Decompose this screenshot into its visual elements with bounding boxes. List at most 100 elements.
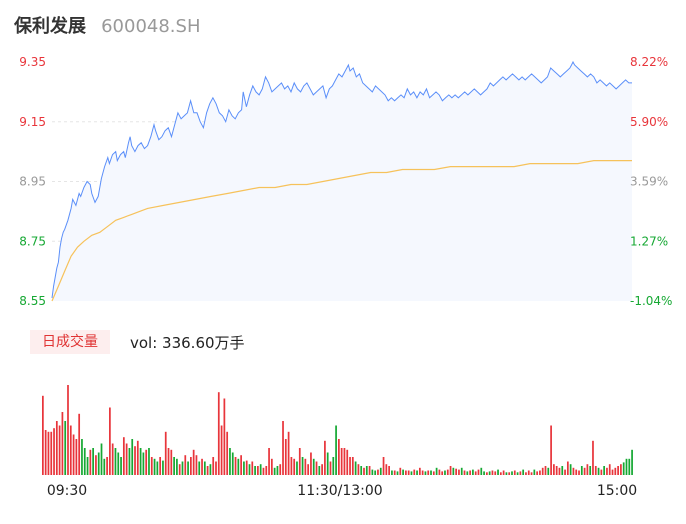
volume-bar [519, 471, 522, 475]
volume-bar [248, 464, 251, 475]
volume-bar [282, 421, 284, 475]
volume-bar [162, 460, 164, 475]
volume-bar [533, 469, 536, 475]
time-tick-label: 09:30 [47, 483, 87, 499]
volume-bar [553, 464, 555, 475]
volume-bar [195, 455, 198, 475]
volume-bar [324, 440, 326, 475]
volume-bar [153, 458, 156, 475]
volume-bar [304, 458, 307, 475]
volume-bar [312, 458, 315, 475]
volume-bar [407, 470, 410, 475]
stock-code: 600048.SH [101, 16, 201, 37]
volume-bar [505, 472, 508, 475]
volume-bar [622, 462, 625, 475]
volume-bar [47, 431, 50, 475]
volume-bar [360, 466, 363, 475]
volume-bar [69, 425, 72, 475]
volume-bar [321, 464, 323, 475]
volume-bar [614, 467, 617, 475]
volume-bar [620, 464, 622, 475]
volume-bar [388, 466, 390, 475]
left-price-axis: 9.35 9.15 8.95 8.75 8.55 [19, 55, 46, 308]
volume-bar [589, 466, 592, 475]
volume-bar [114, 448, 117, 475]
volume-bar [592, 440, 594, 475]
volume-bar [296, 461, 298, 475]
volume-bar [318, 466, 321, 475]
volume-bar [530, 472, 533, 475]
volume-bar [89, 449, 92, 475]
volume-bar [432, 471, 435, 475]
volume-bar [44, 430, 47, 475]
volume-bar [240, 455, 242, 475]
volume-tab[interactable]: 日成交量 [30, 330, 110, 354]
volume-bar [128, 448, 131, 475]
volume-bar [173, 457, 175, 475]
volume-bar [95, 455, 97, 475]
volume-bar [452, 467, 455, 475]
volume-bar [377, 469, 379, 475]
volume-bar [438, 469, 441, 475]
volume-bar [502, 470, 505, 475]
volume-bar [231, 452, 234, 475]
time-axis: 09:30 11:30/13:00 15:00 [47, 483, 637, 499]
volume-bar [78, 413, 81, 475]
volume-bar [606, 467, 608, 475]
volume-bar [301, 457, 304, 475]
volume-bar [181, 461, 184, 475]
volume-bar [268, 448, 270, 475]
volume-bar [293, 458, 296, 475]
volume-bar [371, 469, 374, 475]
volume-bar [237, 458, 240, 475]
right-percent-axis: 8.22% 5.90% 3.59% 1.27% -1.04% [630, 55, 672, 308]
percent-tick-label: 5.90% [630, 115, 668, 129]
volume-bar [351, 457, 354, 475]
volume-bar [572, 467, 575, 475]
volume-bar [206, 466, 209, 475]
time-tick-label: 15:00 [597, 483, 637, 499]
volume-bar [444, 470, 446, 475]
volume-bar [307, 464, 310, 475]
percent-tick-label: 1.27% [630, 234, 668, 248]
volume-bar [497, 469, 499, 475]
volume-bar [111, 443, 114, 475]
volume-bar [251, 461, 254, 475]
volume-bar [67, 385, 69, 475]
volume-bar [254, 466, 256, 475]
volume-bar [265, 466, 268, 475]
volume-bar [460, 467, 463, 475]
stock-title: 保利发展 600048.SH [14, 12, 201, 40]
volume-bar [513, 470, 516, 475]
volume-bar [142, 452, 145, 475]
volume-bar [343, 448, 346, 475]
volume-bar [103, 458, 106, 475]
volume-bar [229, 448, 231, 475]
volume-bar [544, 466, 547, 475]
volume-bar [608, 464, 611, 475]
volume-bar [617, 466, 619, 475]
volume-bar [83, 448, 86, 475]
volume-bar [541, 467, 544, 475]
volume-bar [418, 467, 421, 475]
volume-bar [393, 470, 396, 475]
volume-bar [150, 457, 153, 475]
volume-bar [363, 467, 365, 475]
volume-bar [42, 395, 44, 475]
volume-bar [326, 452, 329, 475]
volume-bar [368, 466, 371, 475]
volume-bar [184, 455, 187, 475]
volume-bar [511, 471, 513, 475]
volume-bar [474, 471, 477, 475]
volume-bar [100, 443, 103, 475]
volume-bar [435, 467, 438, 475]
volume-bar [120, 457, 122, 475]
volume-bar [625, 458, 628, 475]
volume-bar [603, 466, 606, 475]
volume-bar [117, 452, 120, 475]
price-area-fill [52, 62, 632, 301]
volume-bar [427, 470, 430, 475]
volume-bar [122, 437, 125, 475]
volume-bar [441, 471, 444, 475]
